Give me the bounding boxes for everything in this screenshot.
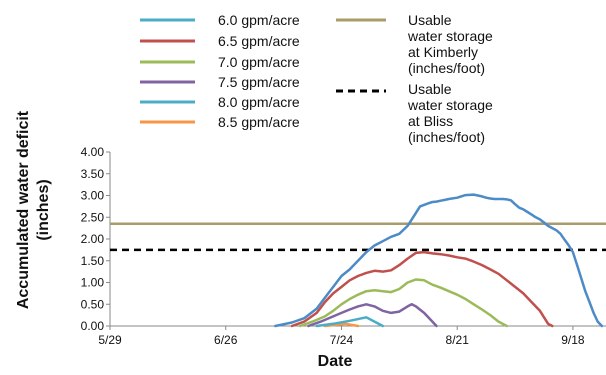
legend-bliss-line-2: at Bliss xyxy=(408,113,453,129)
legend-reference-kimberly: Usable water storage at Kimberly (inches… xyxy=(336,12,493,76)
series-line-2 xyxy=(298,278,509,328)
series-line-3 xyxy=(307,303,438,328)
legend-series-4: 8.0 gpm/acre xyxy=(140,94,300,110)
legend-label-3: 7.5 gpm/acre xyxy=(218,74,300,90)
y-tick-label: 1.00 xyxy=(81,276,105,290)
x-tick-label: 6/26 xyxy=(214,333,238,347)
legend-kimberly-line-0: Usable xyxy=(408,12,452,28)
series-line-5 xyxy=(323,322,360,328)
x-tick-label: 5/29 xyxy=(98,333,122,347)
legend-series-2: 7.0 gpm/acre xyxy=(140,54,300,70)
y-axis-title-line-0: Accumulated water deficit xyxy=(15,110,32,309)
legend-label-0: 6.0 gpm/acre xyxy=(218,12,300,28)
y-axis-title: Accumulated water deficit (inches) xyxy=(15,110,52,309)
series-line-4 xyxy=(315,316,385,328)
y-tick-label: 0.50 xyxy=(81,297,105,311)
x-tick-label: 7/24 xyxy=(330,333,354,347)
series-line-0 xyxy=(274,193,604,328)
x-axis-title: Date xyxy=(318,353,353,370)
legend-bliss-line-0: Usable xyxy=(408,81,452,97)
reference-lines xyxy=(110,222,606,252)
legend-series-1: 6.5 gpm/acre xyxy=(140,33,300,49)
legend-bliss-line-1: water storage xyxy=(407,97,493,113)
y-axis-title-line-1: (inches) xyxy=(35,179,52,240)
legend-reference-bliss: Usable water storage at Bliss (inches/fo… xyxy=(336,81,493,145)
x-tick-label: 8/21 xyxy=(446,333,470,347)
legend-label-4: 8.0 gpm/acre xyxy=(218,94,300,110)
legend-series-0: 6.0 gpm/acre xyxy=(140,12,300,28)
y-tick-label: 3.00 xyxy=(81,189,105,203)
legend-label-1: 6.5 gpm/acre xyxy=(218,33,300,49)
y-tick-label: 4.00 xyxy=(81,145,105,159)
legend-bliss-line-3: (inches/foot) xyxy=(408,129,485,145)
series-line-1 xyxy=(290,250,554,328)
legend-label-5: 8.5 gpm/acre xyxy=(218,114,300,130)
legend-kimberly-line-3: (inches/foot) xyxy=(408,60,485,76)
y-tick-label: 0.00 xyxy=(81,319,105,333)
x-tick-label: 9/18 xyxy=(561,333,585,347)
legend-series-5: 8.5 gpm/acre xyxy=(140,114,300,130)
legend-series-3: 7.5 gpm/acre xyxy=(140,74,300,90)
y-tick-label: 2.00 xyxy=(81,232,105,246)
data-series xyxy=(274,193,604,328)
legend-kimberly-line-2: at Kimberly xyxy=(408,44,478,60)
legend-kimberly-line-1: water storage xyxy=(407,28,493,44)
y-tick-label: 2.50 xyxy=(81,210,105,224)
axes: 0.00 0.50 1.00 1.50 2.00 2.50 3.00 3.50 4.00 5/29… xyxy=(81,145,606,347)
y-tick-label: 1.50 xyxy=(81,254,105,268)
legend-label-2: 7.0 gpm/acre xyxy=(218,54,300,70)
y-tick-label: 3.50 xyxy=(81,167,105,181)
